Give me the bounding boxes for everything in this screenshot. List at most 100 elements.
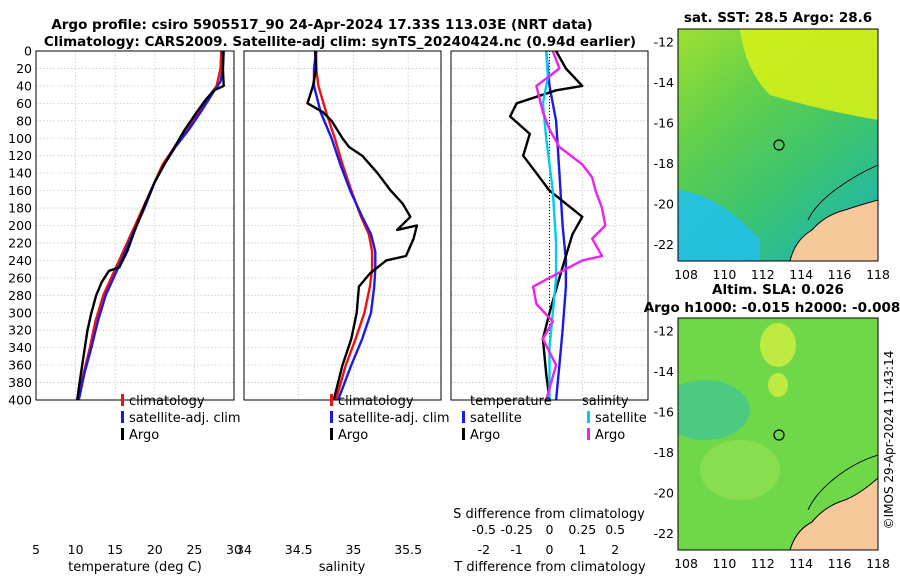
- series-line-temperature-argo: [508, 50, 584, 401]
- y-tick-label: 80: [16, 113, 32, 128]
- map-x-tick-label: 108: [674, 556, 698, 571]
- x-tick-label: 34: [236, 542, 252, 557]
- sla-map-title-line1: Altim. SLA: 0.026: [712, 282, 844, 298]
- x-tick-label: 1: [578, 542, 586, 557]
- legend-swatch-satellite: [330, 411, 333, 423]
- x-tick-label: 0: [546, 542, 554, 557]
- y-tick-label: 120: [8, 148, 32, 163]
- x2-tick-label: 0: [546, 522, 554, 537]
- land-mass: [789, 199, 878, 261]
- difference-legend: temperature salinity satellite Argo sate…: [462, 394, 647, 443]
- legend-climatology: climatology: [338, 394, 414, 409]
- map-y-tick-label: -14: [654, 75, 674, 90]
- legend-sal-argo: Argo: [595, 428, 625, 443]
- temperature-plot: 0 20 40 60 80 100 120 140 160 180 200 220 240 260 280 3…: [8, 44, 242, 576]
- y-tick-label: 160: [8, 183, 32, 198]
- coastline-contour: [807, 164, 878, 221]
- y-tick-label: 280: [8, 288, 32, 303]
- map-x-tick-label: 116: [828, 556, 852, 571]
- x2-tick-label: 0.25: [568, 522, 596, 537]
- map-y-tick-label: -16: [654, 116, 674, 131]
- sla-map: 108 110 112 114 116 118 -12 -14 -16 -18 -20 -22: [654, 317, 890, 571]
- x-tick-label: 5: [32, 542, 40, 557]
- x-tick-label: 34.5: [285, 542, 313, 557]
- cool-water-patch: [678, 190, 760, 261]
- map-x-tick-label: 112: [751, 267, 775, 282]
- temperature-xlabel: temperature (deg C): [68, 560, 202, 575]
- high-sla-patch: [768, 373, 788, 397]
- sla-map-frame: [677, 317, 879, 551]
- y-tick-label: 60: [16, 96, 32, 111]
- map-x-tick-label: 114: [789, 267, 813, 282]
- legend-swatch-climatology: [121, 394, 124, 406]
- map-y-tick-label: -18: [654, 156, 674, 171]
- legend-temperature-header: temperature: [470, 394, 552, 409]
- legend-swatch-sal-argo: [587, 428, 590, 440]
- map-y-tick-label: -20: [654, 197, 674, 212]
- legend-swatch-satellite: [121, 411, 124, 423]
- map-y-tick-label: -22: [654, 237, 674, 252]
- mid-sla-patch: [700, 440, 780, 500]
- high-sla-patch: [760, 323, 796, 367]
- argo-location-marker: [773, 139, 785, 151]
- sla-map-title-line2: Argo h1000: -0.015 h2000: -0.008: [644, 300, 900, 316]
- series-line-argo: [306, 50, 419, 401]
- legend-swatch-temp-satellite: [462, 411, 465, 423]
- map-x-tick-label: 116: [828, 267, 852, 282]
- salinity-xlabel: salinity: [319, 560, 366, 575]
- legend-temp-argo: Argo: [470, 428, 500, 443]
- map-y-tick-label: -12: [654, 35, 674, 50]
- chart-title-line2: Climatology: CARS2009. Satellite-adj cli…: [44, 34, 636, 50]
- difference-xlabel: T difference from climatology: [453, 560, 646, 575]
- legend-swatch-sal-satellite: [587, 411, 590, 423]
- temperature-plot-frame: [35, 50, 235, 401]
- y-tick-label: 320: [8, 323, 32, 338]
- map-x-tick-label: 112: [751, 556, 775, 571]
- legend-salinity-header: salinity: [582, 394, 629, 409]
- x-tick-label: 20: [147, 542, 163, 557]
- map-x-tick-label: 118: [866, 267, 890, 282]
- x-tick-label: 2: [611, 542, 619, 557]
- x-tick-label: 35: [345, 542, 361, 557]
- x-tick-label: 25: [186, 542, 202, 557]
- y-tick-label: 180: [8, 201, 32, 216]
- copyright-text: ©IMOS 29-Apr-2024 11:43:14: [882, 351, 896, 530]
- map-x-tick-label: 108: [674, 267, 698, 282]
- legend-swatch-climatology: [330, 394, 333, 406]
- y-tick-label: 360: [8, 358, 32, 373]
- legend-swatch-argo: [330, 428, 333, 440]
- x2-tick-label: -0.5: [472, 522, 496, 537]
- argo-location-marker: [773, 429, 785, 441]
- y-tick-label: 380: [8, 375, 32, 390]
- land-mass: [789, 477, 878, 550]
- series-line-satellite-adj-clim: [312, 50, 377, 401]
- legend-argo: Argo: [129, 428, 159, 443]
- y-tick-label: 340: [8, 340, 32, 355]
- chart-title-line1: Argo profile: csiro 5905517_90 24-Apr-20…: [51, 17, 592, 33]
- y-tick-label: 200: [8, 218, 32, 233]
- legend-swatch-temp-argo: [462, 428, 465, 440]
- legend-argo: Argo: [338, 428, 368, 443]
- y-tick-label: 100: [8, 131, 32, 146]
- map-y-tick-label: -12: [654, 324, 674, 339]
- legend-satellite: satellite-adj. clim: [129, 411, 241, 426]
- series-line-temperature-satellite: [545, 50, 568, 401]
- x2-tick-label: 0.5: [605, 522, 625, 537]
- map-x-tick-label: 118: [866, 556, 890, 571]
- sst-map: 108 110 112 114 116 118 -12 -14 -16 -18 -20 -22: [654, 28, 890, 282]
- difference-x2label: S difference from climatology: [453, 507, 645, 522]
- y-tick-label: 40: [16, 78, 32, 93]
- y-tick-label: 220: [8, 235, 32, 250]
- y-tick-label: 140: [8, 166, 32, 181]
- temperature-legend: climatology satellite-adj. clim Argo: [121, 394, 241, 443]
- x-tick-label: -2: [478, 542, 490, 557]
- difference-plot: -2 -1 0 1 2 -0.5 -0.25 0 0.25 0.5 T difference fr…: [450, 50, 649, 575]
- map-y-tick-label: -16: [654, 405, 674, 420]
- series-line-climatology: [315, 51, 374, 401]
- series-line-salinity-argo: [531, 50, 607, 401]
- difference-plot-frame: [450, 50, 649, 401]
- x-tick-label: 15: [107, 542, 123, 557]
- y-tick-label: 400: [8, 393, 32, 408]
- x-tick-label: 10: [68, 542, 84, 557]
